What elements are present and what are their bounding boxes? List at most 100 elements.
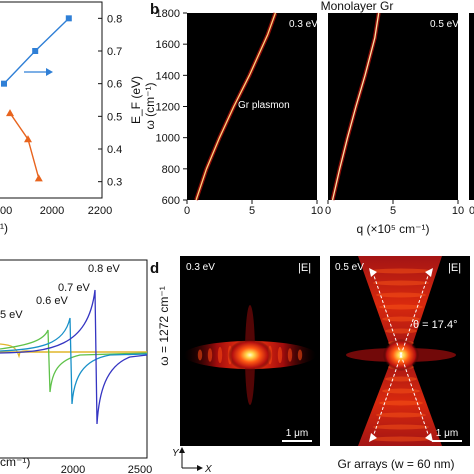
panel-a-arrowhead [46,68,53,76]
panel-d-fringe [385,328,417,334]
panel-b: b Monolayer Gr ω (cm⁻¹) 6008001000120014… [143,0,474,236]
panel-b-label-05ev: 0.5 eV [430,19,459,30]
panel-b-ytick-label: 1400 [156,70,180,82]
panel-d-scalebar-label-2: 1 μm [436,428,458,439]
panel-d-plot2-arrowhead-ul [369,268,377,277]
panel-c-curve-07ev [0,317,148,405]
panel-d-fringe [217,346,223,364]
panel-a-frame [0,1,103,199]
panel-d-field-label-2: |E| [448,262,461,274]
panel-d-fringe [385,376,417,382]
panel-c-xtick-2500: 2500 [128,464,152,474]
panel-a-y-ticks: 0.3 0.4 0.5 0.6 0.7 0.8 [98,13,122,189]
panel-c-curve-06ev [0,329,148,393]
panel-d: d ω = 1272 cm⁻¹ 0.3 eV |E| 1 μm 0.5 eV |… [150,256,470,474]
panel-d-fringe [376,412,426,418]
panel-b-ytick-label: 1600 [156,39,180,51]
panel-d-plot2-arrowhead-dl [369,433,377,442]
panel-d-fringe [207,348,213,362]
panel-b-xtick-label: 5 [249,205,255,217]
panel-a-square-marker [1,80,7,87]
panel-d-label-03ev: 0.3 eV [186,262,215,273]
panel-a-triangle-marker [34,174,43,182]
panel-c-label-5ev: 5 eV [0,309,23,321]
panel-a-square-marker [65,15,72,22]
panel-a-ylabel: E_F (eV) [129,76,143,124]
panel-d-fringe [370,268,432,274]
panel-a-ytick-label: 0.8 [107,13,122,25]
panel-d-plot1-hotspot [228,339,272,371]
panel-d-fringe [379,304,423,310]
panel-a-ytick-label: 0.6 [107,79,122,91]
panel-b-annotation: Gr plasmon [238,100,290,111]
panel-b-ytick-label: 600 [162,195,180,207]
panel-d-letter: d [150,260,159,277]
panel-a-ytick-label: 0.4 [107,144,122,156]
panel-b-ytick-label: 800 [162,164,180,176]
panel-d-plot2-arrowhead-ur [425,268,433,277]
panel-a-triangle-marker [24,135,32,143]
panel-b-xtick-label: 0 [325,205,331,217]
panel-a-xtick-2200: 2200 [88,205,112,217]
panel-d-angle-label: θ = 17.4° [413,319,457,331]
panel-b-xtick-label: 10 [452,205,464,217]
panel-b-ytick-label: 1200 [156,102,180,114]
panel-d-scalebar-label-1: 1 μm [286,428,308,439]
panel-b-xtick-label: 5 [390,205,396,217]
panel-d-axis-x-head [197,465,203,471]
panel-c-label-08ev: 0.8 eV [88,263,120,275]
panel-d-fringe [382,388,420,394]
panel-d-ylabel: ω = 1272 cm⁻¹ [157,286,171,365]
panel-d-fringe [382,316,420,322]
panel-b-x-ticks: 0 5 10 0 5 10 [184,200,464,217]
panel-a-square-marker [32,48,39,54]
panel-d-axis-x-label: X [204,464,212,474]
panel-b-xtick-label: 10 [311,205,323,217]
panel-a-series [1,15,72,182]
panel-a-xtick-2000: 2000 [40,205,64,217]
panel-d-fringe [197,349,203,361]
panel-b-dispersion2 [331,12,380,201]
panel-d-axis-y-label: Y [172,448,180,459]
panel-a: 0.3 0.4 0.5 0.6 0.7 0.8 E_F (eV) 00 2000 2200… [0,1,143,235]
panel-c-curve-08ev [0,289,148,425]
panel-d-fringe [373,424,429,430]
panel-b-xtick-label: 0 [184,205,190,217]
panel-a-xlabel-fragment: ¹) [0,221,8,235]
panel-d-fringe [287,348,293,362]
panel-b-title: Monolayer Gr [321,0,394,13]
panel-c: 5 eV 0.6 eV 0.7 eV 0.8 eV 2000 2500 cm⁻¹… [0,259,152,474]
panel-c-xtick-2000: 2000 [61,464,85,474]
panel-a-triangle-marker [6,109,14,117]
panel-a-xtick-fragment: 00 [0,205,12,217]
panel-a-ytick-label: 0.3 [107,177,122,189]
panel-d-field-label-1: |E| [298,262,311,274]
panel-c-frame [0,259,148,459]
panel-d-xlabel: Gr arrays (w = 60 nm) [337,457,454,471]
panel-a-series-line-1 [9,112,40,179]
panel-d-label-05ev: 0.5 eV [335,262,364,273]
panel-d-axis-y-head [179,447,185,453]
panel-c-xlabel-fragment: cm⁻¹) [0,455,30,469]
panel-d-fringe [297,349,303,361]
panel-b-label-03ev: 0.3 eV [289,19,318,30]
panel-d-fringe [379,400,423,406]
panel-b-ylabel: ω (cm⁻¹) [143,82,157,129]
panel-d-fringe [376,292,426,298]
panel-d-plot2-cone-down [358,358,442,446]
panel-b-dispersion1 [195,12,277,201]
panel-b-y-ticks: 600 800 1000 1200 1400 1600 1800 [156,8,187,207]
panel-b-ytick-label: 1000 [156,133,180,145]
panel-d-fringe [370,436,432,442]
panel-b-plot2 [328,13,458,200]
panel-b-plot3 [469,13,474,200]
panel-d-fringe [277,346,283,364]
panel-a-ytick-label: 0.5 [107,111,122,123]
panel-d-fringe [373,280,429,286]
panel-b-xlabel: q (×10⁵ cm⁻¹) [357,222,430,236]
panel-b-letter: b [150,1,159,18]
panel-b-ytick-label: 1800 [156,8,180,20]
panel-a-ytick-label: 0.7 [107,46,122,58]
panel-b-xtick-fragment: 0 [469,205,474,217]
